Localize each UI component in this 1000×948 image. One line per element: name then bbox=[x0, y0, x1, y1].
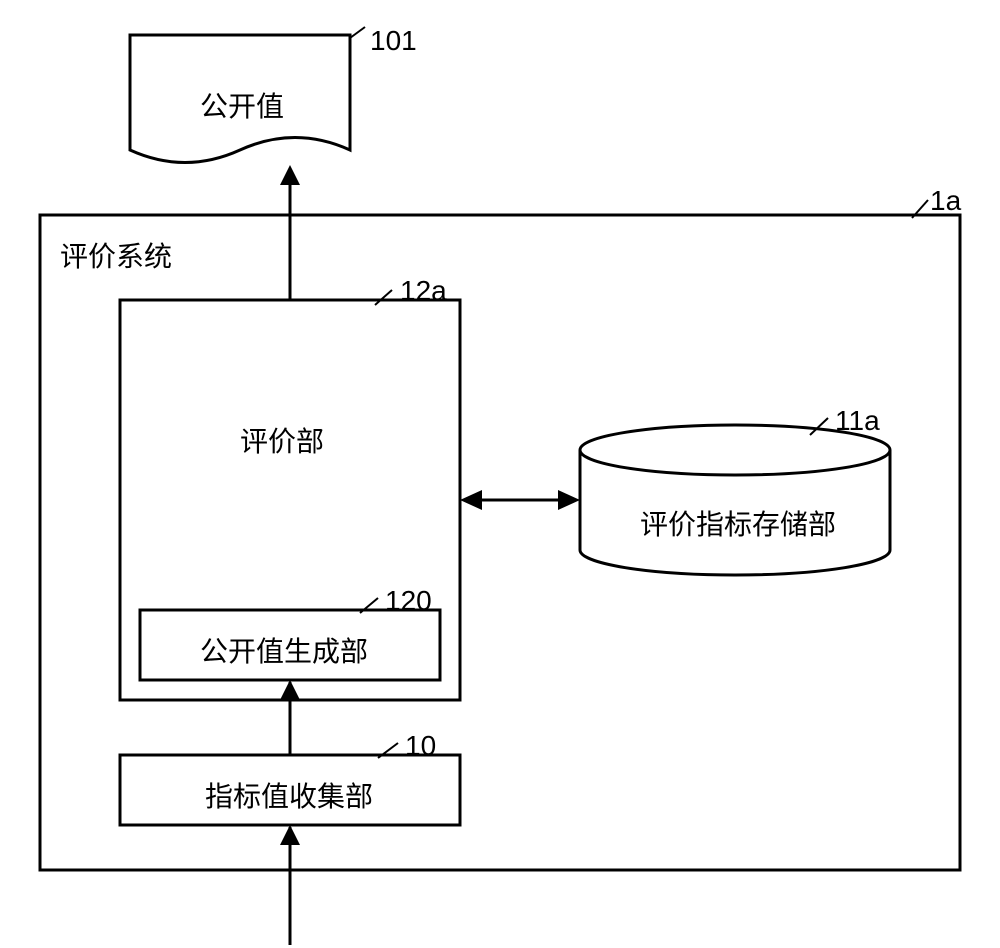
gen-unit-label: 公开值生成部 bbox=[200, 630, 368, 670]
arrow-eval-to-public bbox=[280, 165, 300, 300]
storage-cylinder bbox=[580, 425, 890, 575]
eval-unit-ref: 12a bbox=[400, 275, 447, 307]
system-ref: 1a bbox=[930, 185, 961, 217]
gen-unit-ref: 120 bbox=[385, 585, 432, 617]
arrow-collector-to-gen bbox=[280, 680, 300, 755]
eval-unit-label: 评价部 bbox=[240, 420, 324, 460]
storage-label: 评价指标存储部 bbox=[640, 503, 836, 543]
leader-public-value bbox=[350, 27, 365, 38]
leader-storage bbox=[810, 418, 828, 435]
collector-label: 指标值收集部 bbox=[205, 775, 373, 815]
arrow-eval-to-storage bbox=[460, 490, 580, 510]
collector-ref: 10 bbox=[405, 730, 436, 762]
storage-ref: 11a bbox=[835, 405, 880, 437]
arrow-input-to-collector bbox=[280, 825, 300, 945]
system-label: 评价系统 bbox=[60, 235, 172, 275]
leader-eval bbox=[375, 290, 392, 305]
public-value-ref: 101 bbox=[370, 25, 417, 57]
public-value-label: 公开值 bbox=[200, 85, 284, 125]
